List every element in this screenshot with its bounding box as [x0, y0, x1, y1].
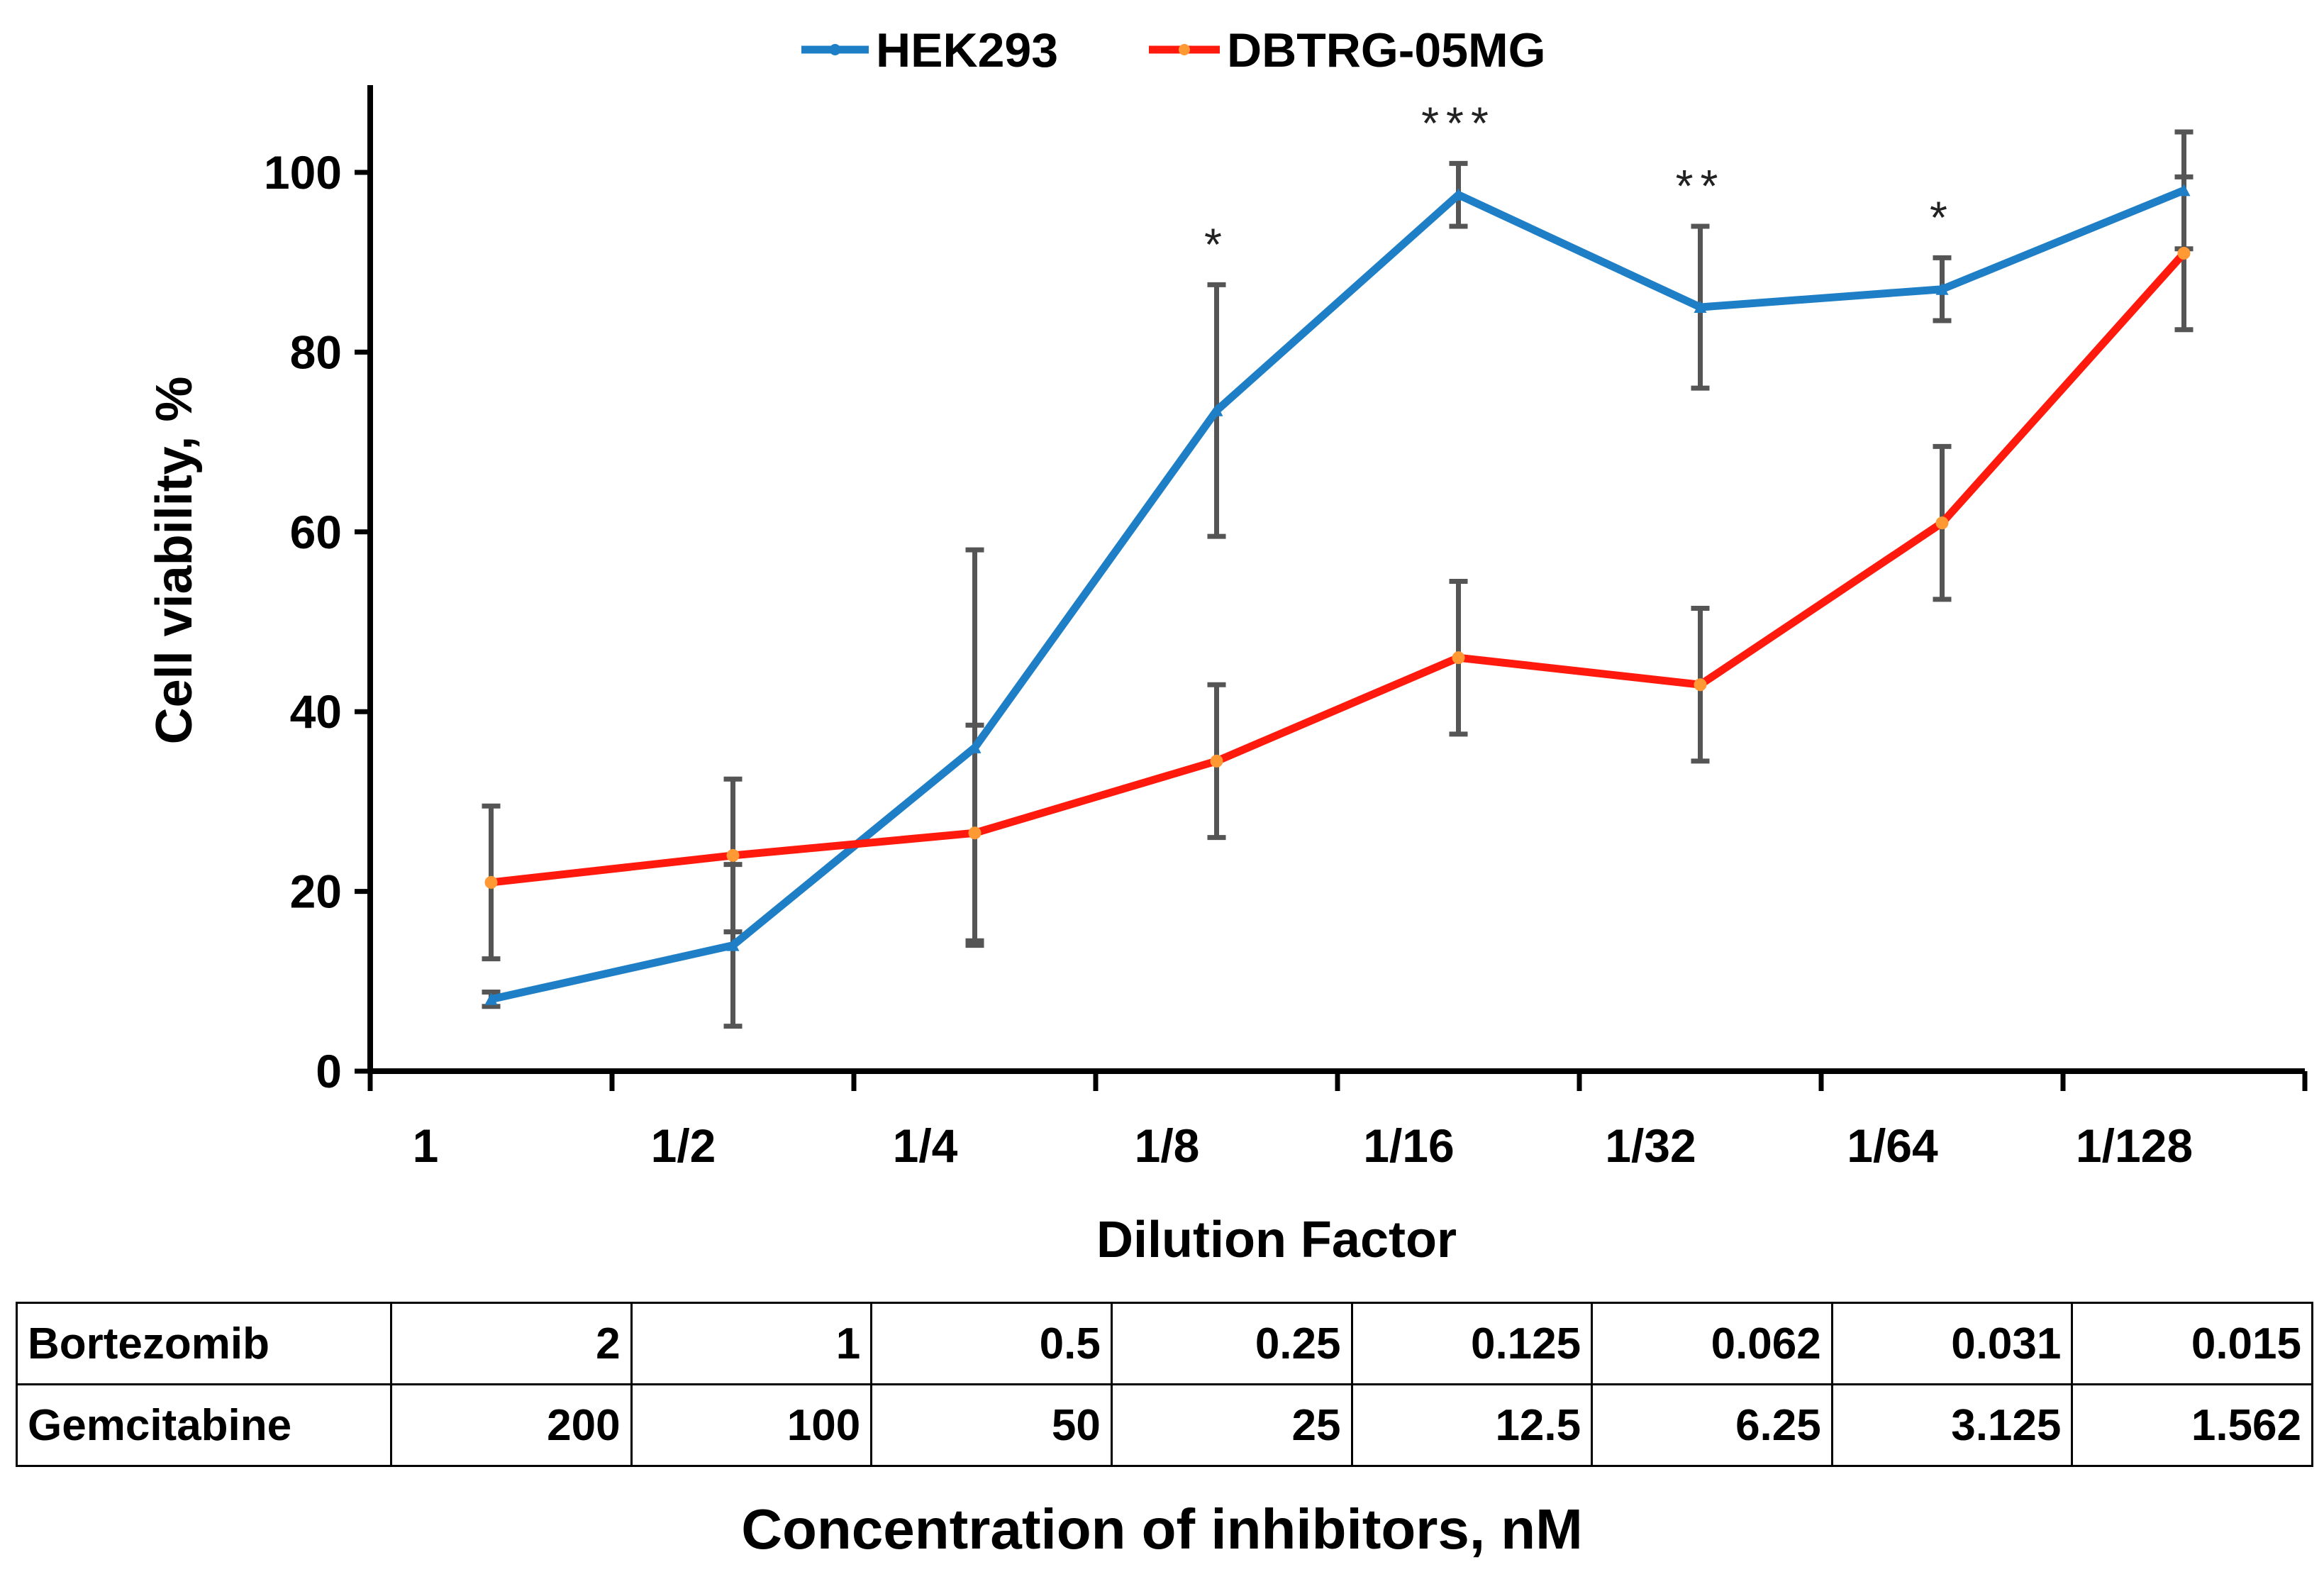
legend-marker-hek293: [829, 44, 841, 55]
table-cell: 200: [390, 1383, 633, 1467]
series-line-dbtrg-05mg: [490, 250, 2187, 887]
significance-mark: ***: [1421, 97, 1496, 148]
y-tick-label: 80: [290, 326, 342, 378]
x-tick-label: 1/64: [1847, 1119, 1938, 1172]
x-tick-label: 1/32: [1605, 1119, 1696, 1172]
data-point-dbtrg-05mg: [1935, 516, 1949, 530]
data-point-dbtrg-05mg: [1694, 678, 1707, 692]
x-tick-label: 1/8: [1135, 1119, 1200, 1172]
legend-label-hek293: HEK293: [876, 23, 1058, 77]
y-tick-label: 100: [264, 146, 342, 199]
table-cell: 100: [630, 1383, 873, 1467]
x-axis-title: Dilution Factor: [1096, 1212, 1457, 1268]
x-tick-label: 1/16: [1363, 1119, 1454, 1172]
y-tick-label: 40: [290, 685, 342, 738]
x-tick-label: 1/2: [651, 1119, 716, 1172]
series-line-hek293: [490, 187, 2186, 1004]
x-tick-label: 1: [413, 1119, 439, 1172]
table-cell: 6.25: [1591, 1383, 1833, 1467]
concentration-table: Bortezomib 2 1 0.5 0.25 0.125 0.062 0.031 0.015 G…: [16, 1302, 2313, 1467]
table-cell: 12.5: [1350, 1383, 1594, 1467]
row-label: Gemcitabine: [16, 1383, 392, 1467]
data-point-dbtrg-05mg: [484, 875, 498, 889]
table-cell: 0.031: [1830, 1302, 2074, 1385]
row-label: Bortezomib: [16, 1302, 392, 1385]
significance-mark: *: [1204, 218, 1229, 270]
y-tick-label: 0: [316, 1045, 342, 1097]
data-point-dbtrg-05mg: [2177, 247, 2191, 260]
series-lines: [490, 187, 2187, 1004]
significance-mark: *: [1930, 192, 1955, 243]
error-bars: [482, 129, 2194, 1029]
legend: HEK293 DBTRG-05MG: [801, 23, 1546, 77]
viability-chart: HEK293 DBTRG-05MG 0 20 40 60 80 100 1 1/2 1/4 1/8 1…: [146, 23, 2308, 1268]
significance-annotations: *******: [1204, 97, 1955, 270]
legend-label-dbtrg-05mg: DBTRG-05MG: [1227, 23, 1546, 77]
data-point-dbtrg-05mg: [968, 826, 982, 840]
table-cell: 50: [870, 1383, 1113, 1467]
data-point-dbtrg-05mg: [726, 848, 740, 862]
table-row: Bortezomib 2 1 0.5 0.25 0.125 0.062 0.031 0.015: [16, 1302, 2313, 1385]
table-cell: 0.062: [1591, 1302, 1833, 1385]
table-cell: 25: [1110, 1383, 1353, 1467]
data-point-hek293: [1694, 301, 1707, 314]
data-point-hek293: [968, 741, 982, 753]
table-cell: 1: [630, 1302, 873, 1385]
axes: 0 20 40 60 80 100 1 1/2 1/4 1/8 1/16 1/32 1/64 1/128: [264, 85, 2308, 1172]
series-markers: [484, 184, 2191, 1005]
table-cell: 0.125: [1350, 1302, 1594, 1385]
table-title: Concentration of inhibitors, nM: [741, 1497, 1583, 1561]
data-point-dbtrg-05mg: [1210, 754, 1223, 768]
y-axis-title: Cell viability, %: [146, 377, 203, 745]
y-tick-label: 20: [290, 865, 342, 918]
data-point-hek293: [484, 992, 498, 1005]
table-cell: 0.25: [1110, 1302, 1353, 1385]
data-point-hek293: [2177, 184, 2191, 196]
significance-mark: **: [1676, 160, 1725, 211]
table-cell: 0.5: [870, 1302, 1113, 1385]
table-cell: 3.125: [1830, 1383, 2074, 1467]
table-row: Gemcitabine 200 100 50 25 12.5 6.25 3.125 1.562: [16, 1383, 2313, 1467]
table-cell: 2: [390, 1302, 633, 1385]
x-tick-label: 1/128: [2076, 1119, 2193, 1172]
x-tick-label: 1/4: [893, 1119, 958, 1172]
data-point-hek293: [1210, 404, 1223, 416]
data-point-hek293: [1452, 188, 1465, 201]
table-cell: 1.562: [2071, 1383, 2313, 1467]
data-point-dbtrg-05mg: [1452, 651, 1465, 665]
data-point-hek293: [1935, 282, 1949, 295]
data-point-hek293: [726, 939, 740, 951]
table-cell: 0.015: [2071, 1302, 2313, 1385]
legend-marker-dbtrg-05mg: [1179, 44, 1190, 55]
y-tick-label: 60: [290, 506, 342, 558]
